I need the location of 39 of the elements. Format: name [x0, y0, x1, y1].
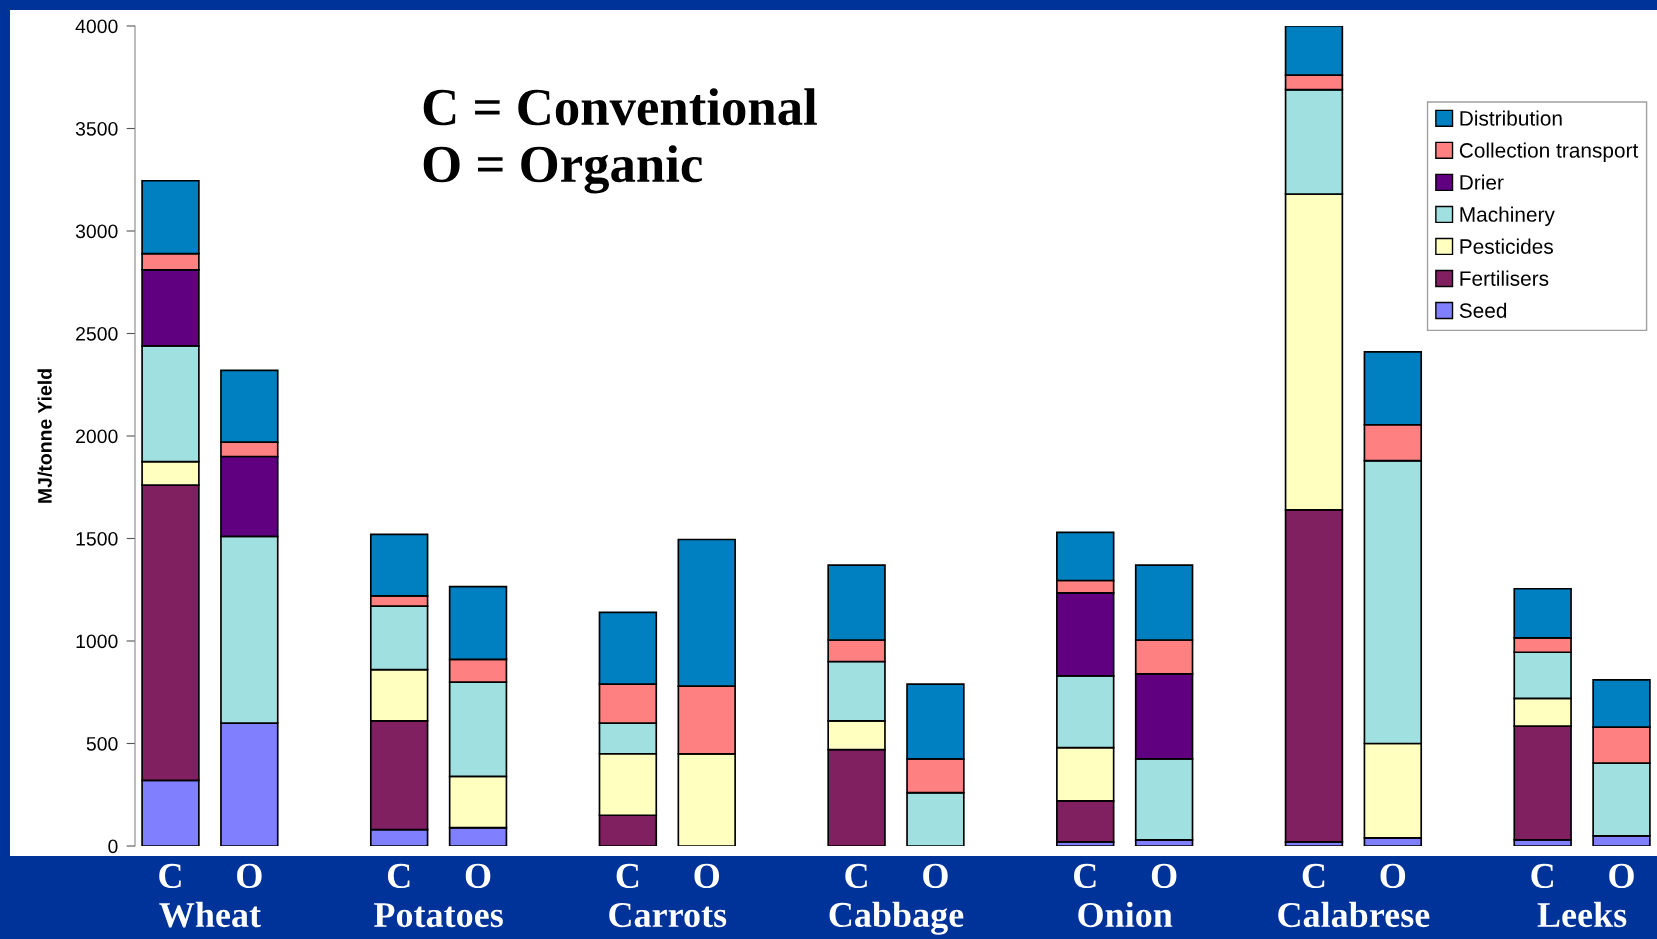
legend-label: Seed	[1459, 302, 1507, 318]
x-tick-label: C	[1302, 863, 1325, 889]
legend-label: Fertilisers	[1460, 270, 1549, 286]
y-tick-label: 2500	[76, 326, 118, 341]
x-tick-label: O	[465, 863, 491, 889]
legend-label: Drier	[1460, 174, 1504, 190]
y-tick-label: 3000	[75, 224, 118, 239]
x-tick-label: C	[1531, 863, 1553, 889]
x-tick-label: C	[1073, 863, 1096, 889]
legend-label: Collection transport	[1459, 142, 1639, 162]
x-tick-label: O	[923, 863, 948, 889]
x-tick-label: O	[1609, 863, 1634, 889]
y-tick-label: 2000	[76, 429, 118, 444]
text: Leeks	[1537, 901, 1627, 928]
x-tick-label: O	[237, 863, 262, 889]
y-tick-label: 1500	[76, 531, 118, 546]
legend-label: Distribution	[1460, 110, 1562, 126]
text: Carrots	[609, 902, 727, 928]
x-tick-label: C	[387, 863, 410, 889]
text: Cabbage	[829, 901, 964, 935]
y-tick-label: 4000	[75, 19, 118, 34]
y-axis-title: MJ/tonne Yield	[37, 369, 52, 503]
y-tick-label: 500	[86, 736, 118, 751]
legend-label: Machinery	[1460, 206, 1555, 226]
text: Wheat	[159, 901, 261, 928]
y-tick-label: 1000	[76, 634, 118, 649]
y-tick-label: 0	[108, 839, 118, 854]
x-tick-label: C	[616, 863, 639, 889]
text: Potatoes	[374, 903, 503, 928]
x-tick-label: C	[159, 863, 181, 889]
text: Calabrese	[1278, 901, 1430, 928]
x-tick-label: O	[694, 863, 720, 889]
y-tick-label: 3500	[75, 121, 118, 136]
annotation: C = Conventional O = Organic	[423, 88, 817, 194]
x-tick-label: O	[1151, 863, 1177, 889]
legend-label: Pesticides	[1460, 238, 1553, 254]
x-tick-label: O	[1380, 863, 1406, 889]
text: Onion	[1078, 901, 1173, 928]
x-tick-label: C	[845, 863, 867, 889]
